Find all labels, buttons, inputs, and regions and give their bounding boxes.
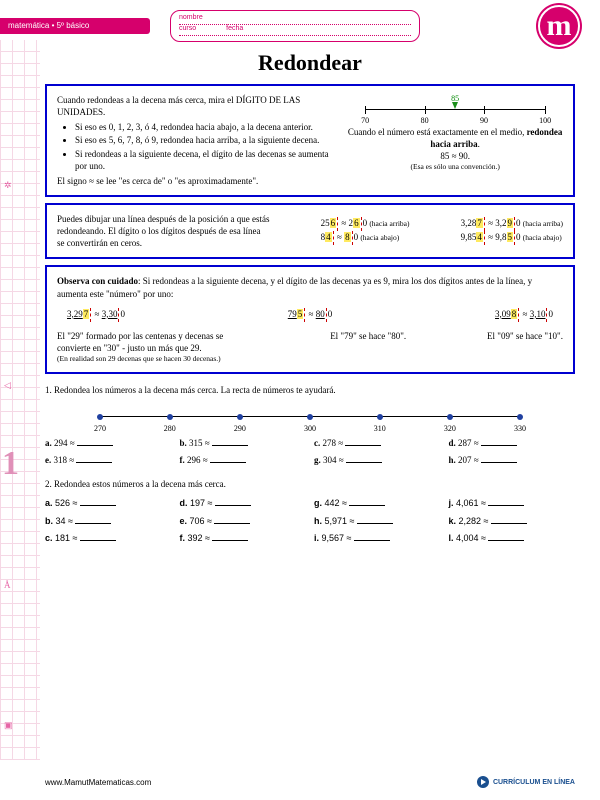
carry-note-2: El "79" se hace "80". [330,330,406,342]
label-nombre: nombre [179,14,203,24]
student-form: nombre curso fecha [170,10,420,42]
label-curso: curso [179,25,196,35]
page-footer: www.MamutMatematicas.com CURRÍCULUM EN L… [45,776,575,788]
tick-100: 100 [539,116,551,127]
carry-subnote: (En realidad son 29 decenas que se hacen… [57,354,249,364]
q2-prompt: 2. Redondea estos números a la decena má… [45,478,575,492]
tick-90: 90 [480,116,488,127]
approx-note: El signo ≈ se lee "es cerca de" o "es ap… [57,175,337,187]
line-trick-box: Puedes dibujar una línea después de la p… [45,203,575,259]
footer-site: www.MamutMatematicas.com [45,778,151,787]
q1-item: c. 278 ≈ [314,437,441,451]
page-number: 1 [2,445,19,483]
q2-item: d. 197 ≈ [180,497,307,511]
tick-70: 70 [361,116,369,127]
q1-item: f. 296 ≈ [180,454,307,468]
ex-3297: 3,297 ≈ 3,300 [67,308,125,322]
q2-item: g. 442 ≈ [314,497,441,511]
grid-background [0,40,40,760]
q2-item: e. 706 ≈ [180,515,307,529]
decor-flower-icon: ✲ [4,180,12,191]
ex-84: 84 ≈ 80 (hacia abajo) [321,231,400,245]
decor-cube-icon: ▣ [4,720,13,731]
question-2: 2. Redondea estos números a la decena má… [45,478,575,546]
rule-bullet-1: Si eso es 0, 1, 2, 3, ó 4, redondea haci… [75,121,337,133]
q1-item: g. 304 ≈ [314,454,441,468]
q1-item: b. 315 ≈ [180,437,307,451]
ex-3098: 3,098 ≈ 3,100 [495,308,553,322]
q2-item: b. 34 ≈ [45,515,172,529]
q2-item: k. 2,282 ≈ [449,515,576,529]
rules-box: Cuando redondeas a la decena más cerca, … [45,84,575,197]
mid-text: Cuando el número está exactamente en el … [347,126,563,150]
tick-300: 300 [304,423,316,435]
line-trick-text: Puedes dibujar una línea después de la p… [57,213,270,249]
intro-text: Cuando redondeas a la decena más cerca, … [57,94,337,118]
logo-m-icon: m [538,5,580,47]
q1-item: d. 287 ≈ [449,437,576,451]
rule-bullet-2: Si eso es 5, 6, 7, 8, ó 9, redondea haci… [75,134,337,146]
number-line-q1: 270 280 290 300 310 320 330 [100,416,520,417]
tick-290: 290 [234,423,246,435]
decor-compass-icon: Å [4,580,11,590]
q1-item: h. 207 ≈ [449,454,576,468]
q2-item: i. 9,567 ≈ [314,532,441,546]
tick-280: 280 [164,423,176,435]
tick-80: 80 [421,116,429,127]
q1-item: e. 318 ≈ [45,454,172,468]
ex-256: 256 ≈ 260 (hacia arriba) [321,217,410,231]
carry-lead: Observa con cuidado: Si redondeas a la s… [57,275,563,299]
tick-310: 310 [374,423,386,435]
q1-item: a. 294 ≈ [45,437,172,451]
mid-note: (Esa es sólo una convención.) [347,162,563,172]
tick-320: 320 [444,423,456,435]
arrow-down-icon [452,102,458,109]
q2-item: a. 526 ≈ [45,497,172,511]
tick-330: 330 [514,423,526,435]
ex-3287: 3,287 ≈ 3,290 (hacia arriba) [461,217,563,231]
q2-item: h. 5,971 ≈ [314,515,441,529]
ex-795: 795 ≈ 800 [288,308,332,322]
page-header: matemática • 5º básico nombre curso fech… [0,0,600,45]
q2-item: j. 4,061 ≈ [449,497,576,511]
q1-prompt: 1. Redondea los números a la decena más … [45,384,575,398]
decor-triangle-icon: ◁ [4,380,11,391]
mid-eq: 85 ≈ 90. [347,150,563,162]
footer-curric: CURRÍCULUM EN LÍNEA [477,776,575,788]
label-fecha: fecha [226,25,243,35]
carry-box: Observa con cuidado: Si redondeas a la s… [45,265,575,374]
rule-bullet-3: Si redondeas a la siguiente decena, el d… [75,148,337,172]
page-title: Redondear [45,50,575,76]
tick-270: 270 [94,423,106,435]
number-line-85: 85 70 80 90 100 [365,109,545,110]
q2-item: f. 392 ≈ [180,532,307,546]
subject-bar: matemática • 5º básico [0,18,150,34]
ex-9854: 9,854 ≈ 9,850 (hacia abajo) [461,231,562,245]
q2-item: l. 4,004 ≈ [449,532,576,546]
carry-note-1: El "29" formado por las centenas y decen… [57,330,249,354]
play-icon [477,776,489,788]
q2-item: c. 181 ≈ [45,532,172,546]
carry-note-3: El "09" se hace "10". [487,330,563,342]
question-1: 1. Redondea los números a la decena más … [45,384,575,468]
